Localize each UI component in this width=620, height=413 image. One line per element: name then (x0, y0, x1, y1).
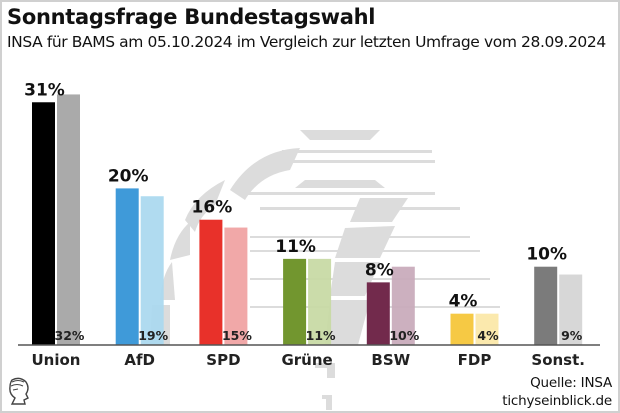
source-text: Quelle: INSA (530, 375, 612, 391)
bar-current-grne (283, 258, 307, 345)
category-label: SPD (206, 351, 240, 369)
bar-previous-spd (224, 227, 248, 345)
bar-current-union (32, 102, 55, 346)
chart-title: Sonntagsfrage Bundestagswahl (7, 5, 376, 29)
bars-group (32, 94, 583, 346)
bar-previous-afd (140, 196, 164, 345)
bar-previous-sonst (559, 274, 583, 345)
value-label-previous: 15% (222, 328, 252, 343)
chart-subtitle: INSA für BAMS am 05.10.2024 im Vergleich… (7, 33, 606, 51)
bar-current-afd (115, 188, 139, 345)
bar-current-fdp (450, 313, 474, 345)
bar-previous-bsw (391, 266, 415, 345)
value-label-current: 31% (24, 80, 65, 100)
tichys-einblick-logo-icon (9, 377, 29, 405)
bar-current-bsw (366, 282, 390, 345)
category-label: FDP (458, 351, 492, 369)
value-label-previous: 19% (138, 328, 168, 343)
site-link[interactable]: tichyseinblick.de (502, 393, 612, 409)
source-note: Quelle: INSA tichyseinblick.de (502, 374, 612, 410)
category-label: AfD (124, 351, 155, 369)
value-label-current: 16% (192, 198, 233, 218)
value-label-current: 20% (108, 166, 149, 186)
category-label: BSW (371, 351, 410, 369)
value-label-previous: 9% (561, 328, 583, 343)
value-label-current: 11% (275, 237, 316, 257)
reichstag-dome-background-icon (150, 130, 500, 410)
value-label-previous: 4% (477, 328, 499, 343)
labels-group: 31% 32% Union 20% 19% AfD 16% 15% SPD 11% 11% Grüne… (24, 80, 585, 369)
category-label: Sonst. (531, 351, 585, 369)
value-label-previous: 11% (306, 328, 336, 343)
category-label: Union (32, 351, 81, 369)
value-label-previous: 32% (55, 328, 85, 343)
value-label-current: 8% (365, 260, 394, 280)
bar-previous-grne (308, 258, 332, 345)
bar-current-sonst (534, 266, 558, 345)
value-label-current: 10% (526, 245, 567, 265)
value-label-previous: 10% (389, 328, 419, 343)
bar-previous-fdp (475, 313, 499, 345)
value-label-current: 4% (449, 292, 478, 312)
category-label: Grüne (281, 351, 332, 369)
bar-current-spd (199, 219, 223, 345)
bar-previous-union (57, 94, 80, 345)
